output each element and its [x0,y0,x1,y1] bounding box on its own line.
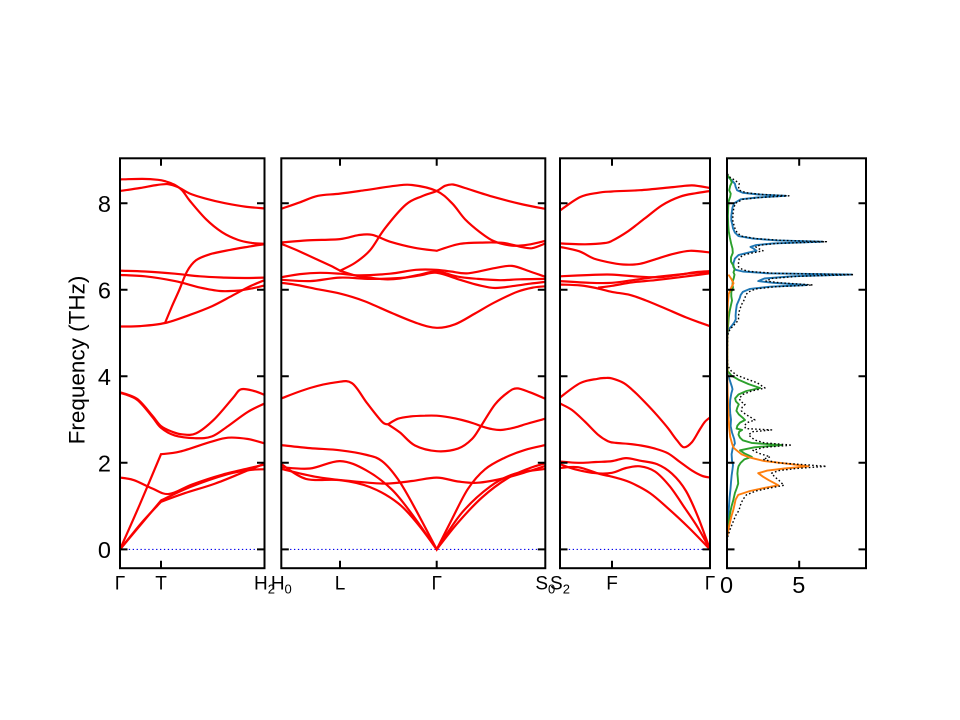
svg-text:Γ: Γ [705,574,715,595]
svg-text:T: T [155,574,167,595]
svg-text:4: 4 [98,364,111,390]
svg-text:5: 5 [792,572,805,598]
svg-text:0: 0 [720,572,733,598]
svg-text:0: 0 [98,537,111,563]
svg-text:L: L [335,574,346,595]
svg-text:8: 8 [98,191,111,217]
svg-text:Γ: Γ [431,574,441,595]
svg-text:Frequency (THz): Frequency (THz) [65,276,90,445]
svg-text:6: 6 [98,277,111,303]
svg-text:2: 2 [98,450,111,476]
svg-text:Γ: Γ [115,574,125,595]
svg-text:F: F [606,574,618,595]
